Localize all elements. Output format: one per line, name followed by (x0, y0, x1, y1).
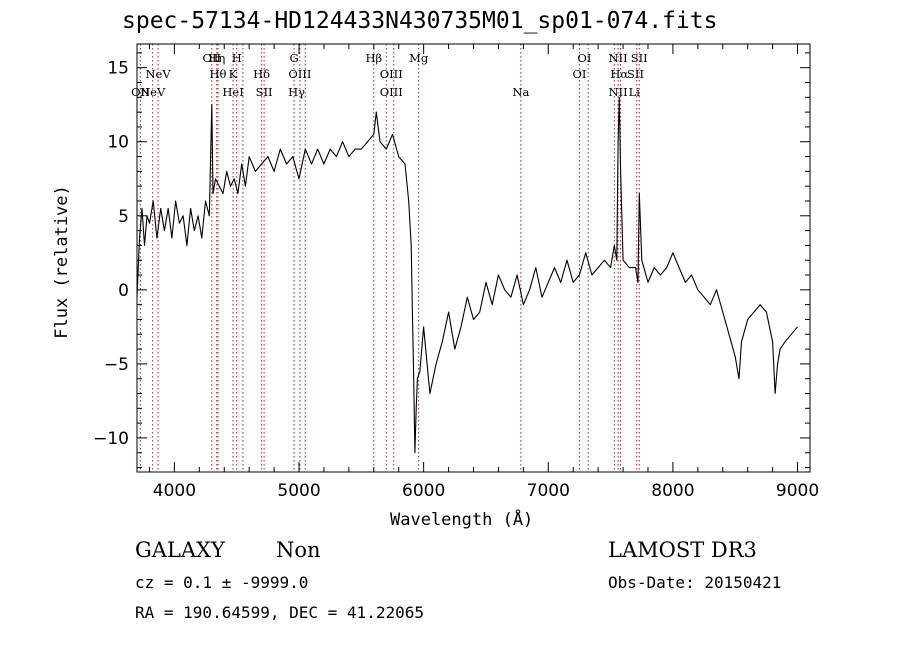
spectral-line-label: H (232, 51, 242, 65)
chart-title: spec-57134-HD124433N430735M01_sp01-074.f… (122, 8, 718, 34)
x-axis-label: Wavelength (Å) (390, 510, 534, 530)
spectral-line-markers (139, 44, 640, 472)
observation-date: Obs-Date: 20150421 (608, 573, 782, 592)
coordinates: RA = 190.64599, DEC = 41.22065 (135, 603, 424, 622)
plot-axes (136, 43, 811, 473)
spectral-line-label: Li (629, 85, 641, 99)
x-tick-label: 7000 (527, 481, 570, 501)
spectral-line-label: SII (631, 51, 648, 65)
spectral-line-label: OIII (288, 67, 311, 81)
spectral-line-label: OIII (380, 85, 403, 99)
x-tick-label: 8000 (651, 481, 694, 501)
spectral-line-label: OII (131, 85, 150, 99)
x-tick-label: 4000 (153, 481, 196, 501)
y-tick-label: 10 (107, 133, 129, 153)
spectral-line-label: Mg (409, 51, 429, 65)
x-tick-label: 9000 (776, 481, 819, 501)
y-axis-label: Flux (relative) (52, 185, 72, 339)
y-tick-label: 15 (107, 59, 129, 79)
spectrum-series (136, 96, 798, 454)
spectral-line-label: NII (608, 51, 627, 65)
plot-frame (136, 43, 811, 473)
spectral-line-label: NII (608, 85, 627, 99)
spectral-line-label: Hδ (253, 67, 270, 81)
spectral-line-label: NeV (145, 67, 171, 81)
spectral-line-label: Hη (208, 51, 225, 65)
spectrum-line (136, 96, 798, 454)
tick-labels: 4000 5000 6000 7000 8000 9000 −10 −5 0 5 10 15 (93, 59, 819, 501)
redshift-info: cz = 0.1 ± -9999.0 (135, 573, 309, 592)
spectral-line-label: NeV (140, 85, 166, 99)
y-tick-label: −5 (104, 355, 129, 375)
spectral-line-label: G (289, 51, 298, 65)
spectral-line-label: OI (572, 67, 586, 81)
spectral-line-label: OIII (380, 67, 403, 81)
survey-name: LAMOST DR3 (608, 538, 757, 562)
spectral-line-label: OII (203, 51, 222, 65)
spectral-line-label: Hγ (288, 85, 305, 99)
spectral-line-label: SII (627, 67, 644, 81)
spectral-line-label: HeI (222, 85, 243, 99)
y-tick-label: 0 (118, 281, 129, 301)
x-tick-label: 5000 (277, 481, 320, 501)
spectral-line-label: Na (512, 85, 529, 99)
spectral-line-label: K (229, 67, 238, 81)
spectral-line-label: Hθ (210, 67, 227, 81)
object-class-label: GALAXY (135, 538, 225, 562)
object-subclass-value: Non (276, 538, 321, 562)
spectral-line-label: OI (577, 51, 591, 65)
x-tick-label: 6000 (402, 481, 445, 501)
spectral-line-label: Hα (610, 67, 628, 81)
spectral-line-label: Hβ (365, 51, 382, 65)
spectral-line-label: SII (256, 85, 273, 99)
y-tick-label: −10 (93, 429, 129, 449)
y-tick-label: 5 (118, 207, 129, 227)
